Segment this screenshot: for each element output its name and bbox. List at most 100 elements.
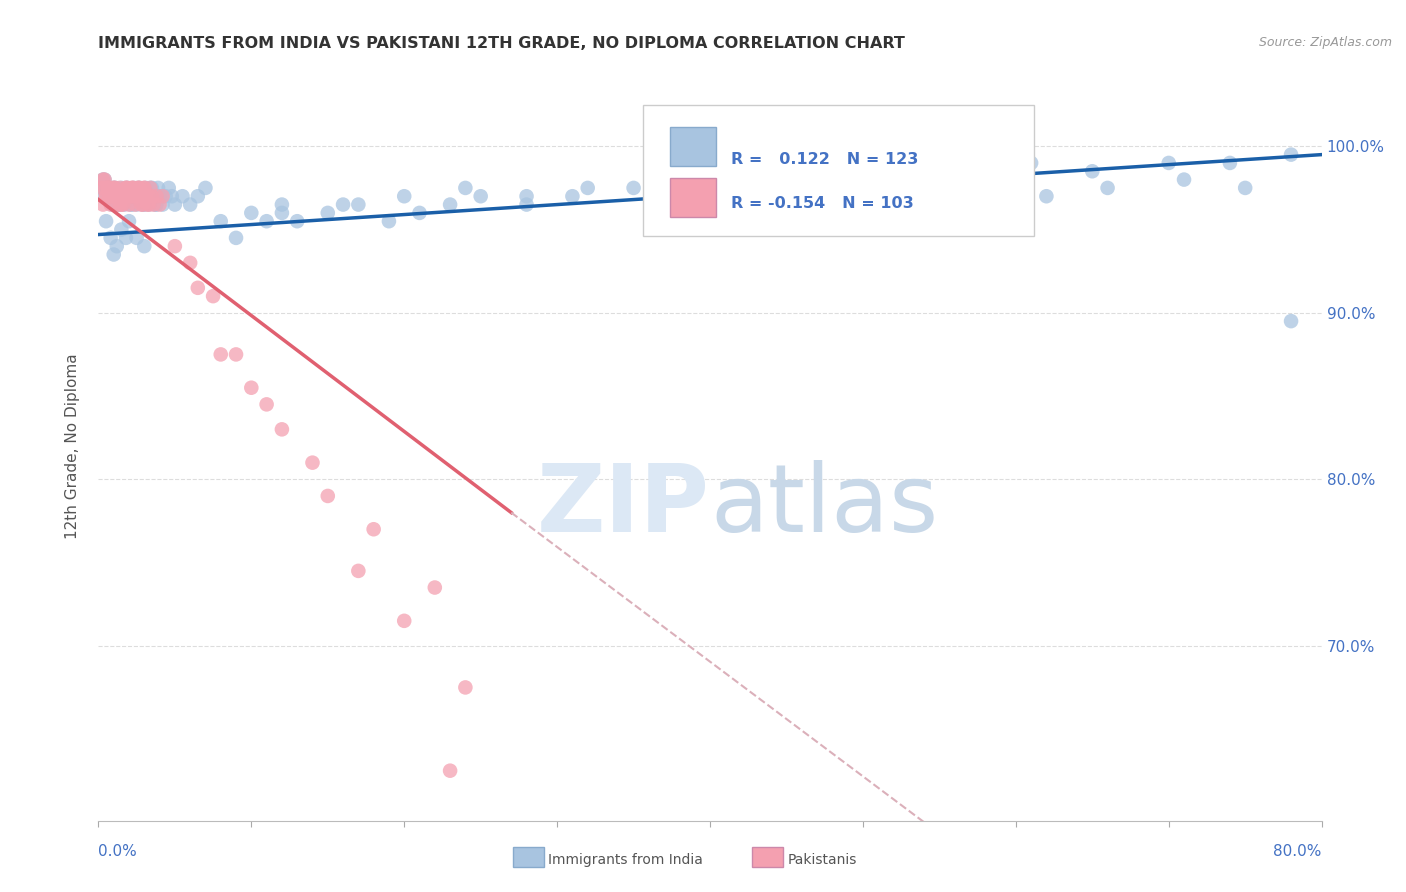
Point (93, 172, 115, 186)
Point (107, 197, 129, 211)
Point (129, 189, 152, 203)
Point (105, 239, 128, 253)
Point (179, 197, 201, 211)
Bar (669, 127, 716, 166)
Point (943, 164, 966, 178)
Point (121, 181, 143, 195)
Point (90, 181, 112, 195)
Point (127, 189, 149, 203)
Point (157, 181, 180, 195)
Text: Immigrants from India: Immigrants from India (548, 853, 703, 867)
Point (124, 189, 146, 203)
Point (270, 197, 292, 211)
Point (1279, 147, 1302, 161)
Point (128, 181, 150, 195)
Y-axis label: 12th Grade, No Diploma: 12th Grade, No Diploma (65, 353, 80, 539)
Point (121, 181, 143, 195)
Point (163, 197, 186, 211)
Point (94, 181, 117, 195)
Point (125, 189, 148, 203)
FancyBboxPatch shape (643, 105, 1035, 236)
Point (187, 189, 209, 203)
Point (100, 189, 122, 203)
Point (138, 197, 160, 211)
Point (225, 347, 247, 361)
Point (98, 181, 121, 195)
Point (103, 181, 125, 195)
Point (194, 181, 217, 195)
Point (118, 189, 141, 203)
Point (134, 239, 156, 253)
Point (101, 189, 124, 203)
Point (141, 189, 163, 203)
Point (652, 172, 675, 186)
Point (392, 614, 416, 628)
Point (454, 681, 477, 695)
Point (1219, 156, 1241, 170)
Point (160, 189, 183, 203)
Point (470, 189, 492, 203)
Point (91, 197, 114, 211)
Point (132, 189, 155, 203)
Point (142, 189, 165, 203)
Point (149, 189, 172, 203)
Point (134, 181, 156, 195)
Point (118, 189, 141, 203)
Point (136, 189, 159, 203)
Point (108, 197, 131, 211)
Point (270, 422, 292, 436)
Text: 0.0%: 0.0% (98, 845, 138, 859)
Point (115, 181, 138, 195)
Point (117, 181, 139, 195)
Point (146, 181, 169, 195)
Point (122, 181, 145, 195)
Point (256, 397, 278, 411)
Point (110, 189, 132, 203)
Point (103, 247, 125, 261)
Point (139, 189, 162, 203)
Point (138, 197, 160, 211)
Point (129, 189, 152, 203)
Point (112, 197, 135, 211)
Point (100, 189, 122, 203)
Point (100, 197, 122, 211)
Point (136, 189, 159, 203)
Point (118, 189, 141, 203)
Point (97, 181, 120, 195)
Point (270, 206, 292, 220)
Point (301, 456, 323, 470)
Point (187, 281, 209, 295)
Point (1234, 181, 1257, 195)
Point (128, 189, 150, 203)
Point (1019, 156, 1042, 170)
Point (108, 189, 131, 203)
Point (179, 256, 201, 270)
Point (101, 189, 124, 203)
Point (730, 181, 752, 195)
Point (1279, 314, 1302, 328)
Point (118, 214, 141, 228)
Point (225, 231, 247, 245)
Point (316, 206, 339, 220)
Point (105, 197, 128, 211)
Point (121, 197, 143, 211)
Point (110, 222, 132, 236)
Point (91, 172, 114, 186)
Bar (669, 178, 716, 217)
Point (108, 181, 131, 195)
Point (132, 197, 155, 211)
Point (120, 189, 142, 203)
Point (202, 289, 225, 303)
Point (897, 206, 920, 220)
Point (94, 214, 117, 228)
Point (852, 181, 875, 195)
Point (115, 181, 138, 195)
Text: 80.0%: 80.0% (1274, 845, 1322, 859)
Point (172, 189, 194, 203)
Point (439, 197, 461, 211)
Point (135, 189, 157, 203)
Text: R = -0.154   N = 103: R = -0.154 N = 103 (731, 195, 914, 211)
Point (98, 181, 121, 195)
Point (132, 197, 155, 211)
Point (408, 206, 430, 220)
